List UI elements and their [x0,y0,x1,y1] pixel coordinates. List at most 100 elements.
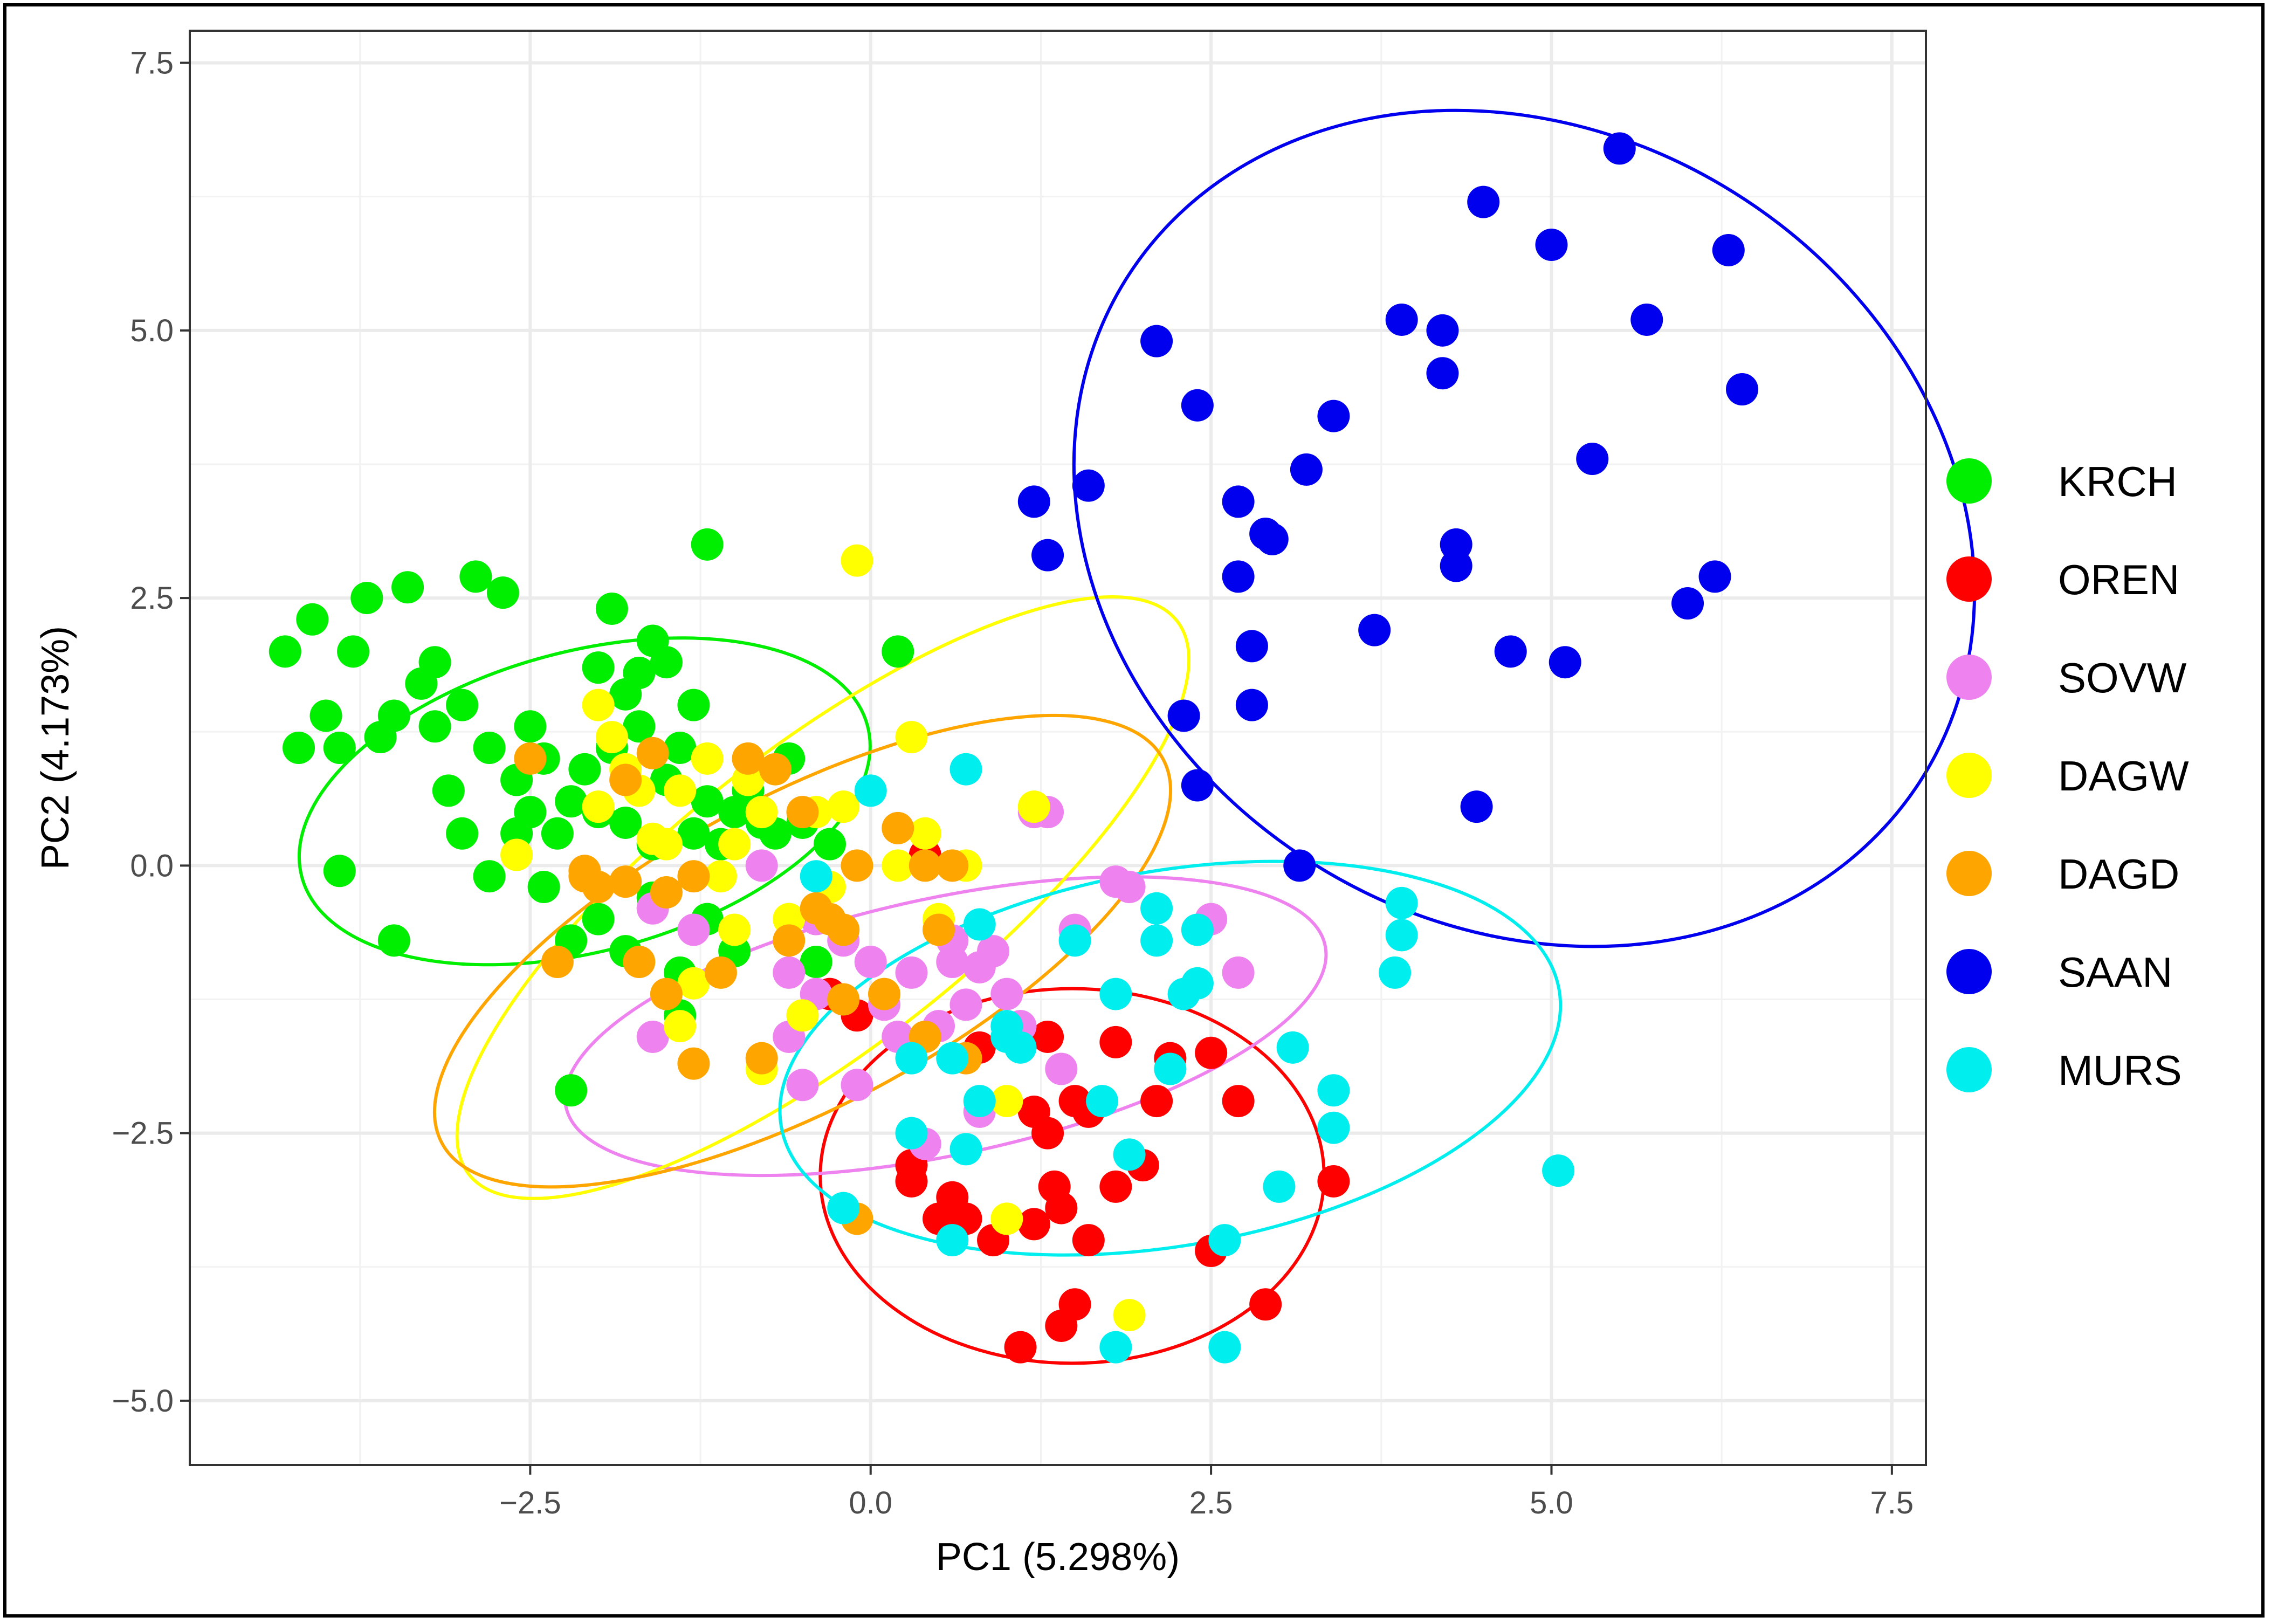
point-krch [350,582,383,615]
point-dagw [1113,1299,1146,1332]
point-murs [949,1133,982,1166]
point-dagw [882,849,914,882]
point-dagw [691,742,724,775]
point-dagd [759,753,792,786]
point-oren [1140,1085,1173,1118]
point-sovw [990,978,1023,1010]
point-oren [1249,1288,1282,1321]
point-dagw [1017,790,1050,823]
y-tick-label: −2.5 [112,1116,174,1151]
point-saan [1549,646,1581,679]
point-oren [1072,1224,1105,1257]
point-saan [1358,614,1391,646]
point-krch [882,635,914,668]
point-saan [1671,587,1704,620]
point-oren [1099,1170,1132,1203]
x-tick-label: 7.5 [1870,1485,1914,1520]
point-saan [1535,229,1568,262]
y-axis-ticks: −5.0 −2.5 0.0 2.5 5.0 7.5 [112,46,190,1419]
y-tick-label: −5.0 [112,1384,174,1419]
legend-label-dagw: DAGW [2058,752,2189,800]
y-axis-title: PC2 (4.173%) [34,626,77,870]
point-saan [1603,132,1636,165]
point-saan [1467,185,1500,218]
point-murs [827,1192,860,1224]
y-tick-label: 5.0 [130,313,174,348]
point-krch [514,710,547,743]
point-dagd [677,860,710,893]
point-saan [1031,539,1064,572]
legend-key-dagw [1946,753,1992,798]
point-oren [1317,1165,1350,1198]
scatter-plot: −2.5 0.0 2.5 5.0 7.5 −5.0 −2.5 0.0 2.5 5.0 7.5 PC… [34,30,2189,1579]
point-oren [1004,1331,1037,1364]
point-saan [1426,314,1459,347]
point-sovw [854,946,887,979]
point-saan [1698,560,1731,593]
point-murs [936,1224,969,1257]
point-krch [555,1074,588,1107]
point-dagd [677,1047,710,1080]
point-oren [1031,1117,1064,1150]
point-sovw [963,951,996,983]
figure-frame: −2.5 0.0 2.5 5.0 7.5 −5.0 −2.5 0.0 2.5 5.0 7.5 PC… [3,3,2265,1618]
point-murs [936,1042,969,1075]
legend-label-saan: SAAN [2058,948,2172,996]
point-krch [473,732,506,764]
point-saan [1317,400,1350,432]
point-krch [595,592,628,625]
point-dagw [786,999,819,1032]
point-murs [1140,892,1173,925]
point-dagd [541,946,574,979]
point-murs [1542,1154,1575,1187]
point-saan [1712,233,1745,266]
point-dagw [718,828,751,861]
ellipse-dagw [455,595,1191,1200]
point-sovw [773,956,806,989]
legend-label-dagd: DAGD [2058,850,2179,898]
point-sovw [745,849,778,882]
point-saan [1256,522,1289,555]
point-krch [582,903,615,935]
point-murs [1385,886,1418,919]
point-dagw [827,790,860,823]
point-dagw [990,1202,1023,1235]
point-murs [1181,913,1214,946]
data-points [269,132,1759,1364]
panel-border [189,30,1927,1466]
point-saan [1235,689,1268,721]
point-dagd [514,742,547,775]
legend-key-saan [1946,949,1992,994]
point-dagw [841,544,873,577]
point-dagd [923,913,955,946]
point-sovw [895,956,928,989]
point-saan [1426,357,1459,390]
point-saan [1181,769,1214,802]
point-krch [555,785,588,818]
point-krch [568,753,601,786]
point-murs [800,860,832,893]
point-oren [1031,1020,1064,1053]
point-murs [1140,924,1173,957]
point-saan [1072,469,1105,502]
point-krch [691,528,724,561]
point-sovw [636,1020,669,1053]
point-krch [486,576,519,609]
legend-key-krch [1946,458,1992,504]
point-dagw [990,1085,1023,1118]
point-krch [582,651,615,684]
point-dagw [636,822,669,855]
point-krch [446,817,479,850]
point-murs [895,1117,928,1150]
point-dagd [609,763,642,796]
legend-label-krch: KRCH [2058,458,2177,505]
legend: KRCH OREN SOVW DAGW DAGD SAAN MURS [1946,458,2189,1094]
point-krch [541,817,574,850]
point-krch [405,667,438,700]
point-saan [1630,303,1663,336]
point-murs [1263,1170,1296,1203]
point-murs [963,908,996,941]
point-krch [269,635,301,668]
point-dagd [609,865,642,898]
point-krch [609,806,642,839]
